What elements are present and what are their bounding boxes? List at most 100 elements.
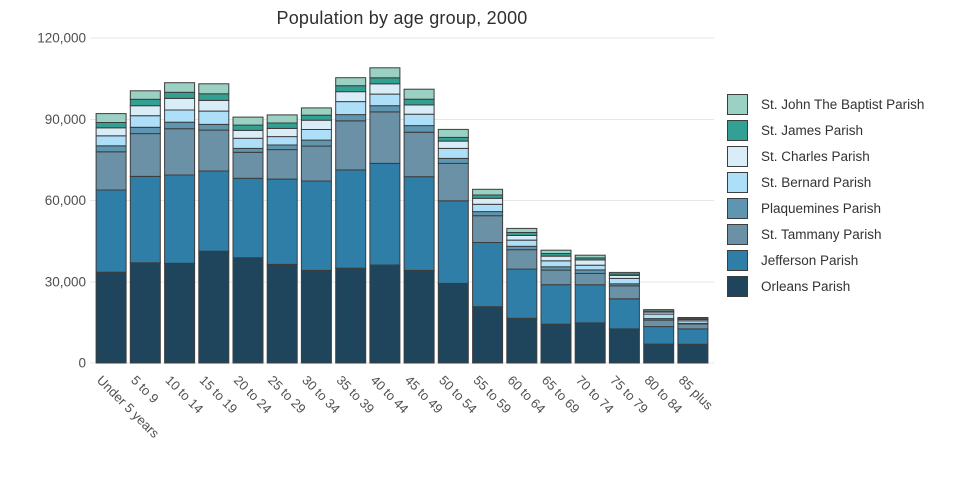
bar-segment[interactable] [506,268,538,319]
bar-segment[interactable] [574,259,606,266]
bar-segment[interactable] [574,254,606,259]
bar-segment[interactable] [506,317,538,364]
bar-segment[interactable] [266,144,298,151]
bar-segment[interactable] [335,77,367,87]
bar-segment[interactable] [232,129,264,139]
bar-segment[interactable] [335,101,367,116]
bar-segment[interactable] [300,119,332,130]
bar-segment[interactable] [540,323,572,364]
bar-segment[interactable] [369,264,401,364]
bar-segment[interactable] [677,328,709,345]
bar-segment[interactable] [335,120,367,171]
bar-segment[interactable] [335,114,367,122]
bar-segment[interactable] [472,215,504,243]
bar-segment[interactable] [403,104,435,115]
bar-segment[interactable] [472,203,504,213]
bar-segment[interactable] [95,122,127,129]
bar-segment[interactable] [164,121,196,130]
bar-segment[interactable] [574,269,606,274]
bar-segment[interactable] [403,269,435,364]
bar-segment[interactable] [369,162,401,266]
bar-segment[interactable] [369,67,401,79]
bar-segment[interactable] [403,176,435,271]
bar-segment[interactable] [437,157,469,164]
bar-segment[interactable] [403,88,435,100]
bar-segment[interactable] [266,114,298,124]
bar-segment[interactable] [95,127,127,137]
bar-segment[interactable] [677,343,709,364]
legend-item[interactable]: St. Bernard Parish [727,172,924,193]
bar-segment[interactable] [437,140,469,149]
bar-segment[interactable] [437,162,469,202]
bar-segment[interactable] [574,284,606,324]
bar-segment[interactable] [266,136,298,146]
bar-segment[interactable] [369,83,401,95]
bar-segment[interactable] [643,309,675,312]
bar-segment[interactable] [540,269,572,286]
bar-segment[interactable] [198,99,230,112]
bar-segment[interactable] [335,169,367,269]
bar-segment[interactable] [164,97,196,111]
bar-segment[interactable] [369,105,401,113]
bar-segment[interactable] [164,91,196,99]
bar-segment[interactable] [232,116,264,126]
bar-segment[interactable] [198,110,230,125]
bar-segment[interactable] [472,197,504,205]
bar-segment[interactable] [506,239,538,247]
bar-segment[interactable] [369,93,401,107]
bar-segment[interactable] [95,145,127,153]
bar-segment[interactable] [472,211,504,217]
legend-item[interactable]: Orleans Parish [727,276,924,297]
bar-segment[interactable] [129,98,161,107]
bar-segment[interactable] [232,147,264,153]
bar-segment[interactable] [232,257,264,364]
bar-segment[interactable] [198,170,230,252]
bar-segment[interactable] [95,135,127,147]
bar-segment[interactable] [472,188,504,196]
bar-segment[interactable] [266,263,298,364]
bar-segment[interactable] [95,271,127,364]
bar-segment[interactable] [266,128,298,138]
bar-segment[interactable] [335,267,367,364]
bar-segment[interactable] [608,277,640,285]
legend-item[interactable]: St. James Parish [727,120,924,141]
legend-item[interactable]: St. John The Baptist Parish [727,94,924,115]
bar-segment[interactable] [300,145,332,182]
bar-segment[interactable] [129,105,161,117]
bar-segment[interactable] [335,85,367,93]
legend-item[interactable]: St. Charles Parish [727,146,924,167]
bar-segment[interactable] [608,328,640,364]
bar-segment[interactable] [643,319,675,328]
bar-segment[interactable] [266,122,298,129]
bar-segment[interactable] [403,98,435,106]
bar-segment[interactable] [506,227,538,233]
bar-segment[interactable] [95,151,127,191]
bar-segment[interactable] [403,113,435,127]
bar-segment[interactable] [437,282,469,364]
bar-segment[interactable] [129,90,161,100]
bar-segment[interactable] [506,234,538,241]
bar-segment[interactable] [164,109,196,123]
bar-segment[interactable] [232,137,264,149]
bar-segment[interactable] [164,174,196,264]
bar-segment[interactable] [540,284,572,325]
bar-segment[interactable] [643,343,675,364]
bar-segment[interactable] [232,177,264,259]
bar-segment[interactable] [574,264,606,271]
bar-segment[interactable] [506,245,538,251]
bar-segment[interactable] [300,114,332,121]
bar-segment[interactable] [643,313,675,320]
bar-segment[interactable] [608,285,640,300]
legend-item[interactable]: St. Tammany Parish [727,224,924,245]
bar-segment[interactable] [129,115,161,128]
bar-segment[interactable] [472,242,504,308]
bar-segment[interactable] [129,126,161,135]
bar-segment[interactable] [164,82,196,93]
legend-item[interactable]: Jefferson Parish [727,250,924,271]
bar-segment[interactable] [300,129,332,141]
bar-segment[interactable] [574,272,606,286]
bar-segment[interactable] [403,125,435,133]
bar-segment[interactable] [198,93,230,101]
bar-segment[interactable] [677,317,709,320]
bar-segment[interactable] [608,298,640,330]
